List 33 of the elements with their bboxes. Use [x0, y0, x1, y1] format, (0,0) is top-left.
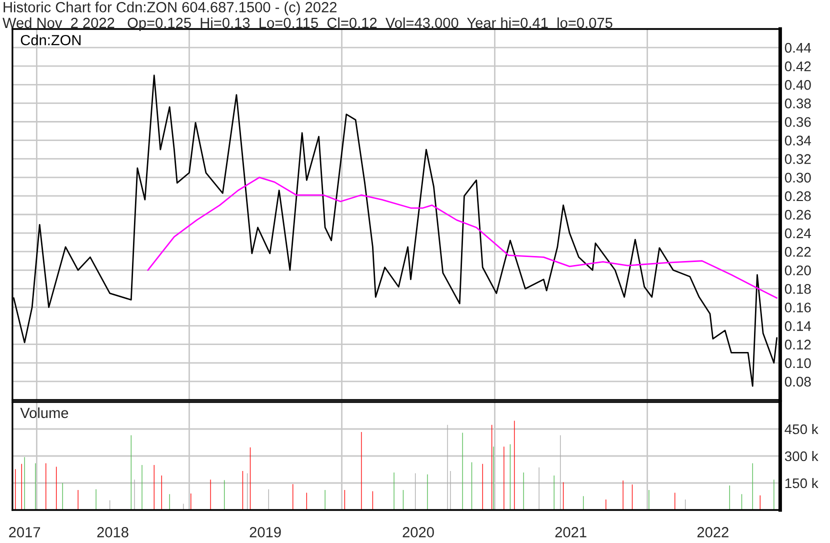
- y-tick-label: 0.20: [784, 265, 811, 276]
- y-tick-label: 0.36: [784, 117, 811, 127]
- y-tick-label: 0.24: [784, 228, 811, 238]
- x-tick-label: 2020: [402, 527, 434, 538]
- y-tick-label: 0.42: [784, 61, 811, 72]
- y-tick-label: 0.12: [784, 340, 811, 350]
- chart-title: Volume: [20, 407, 68, 418]
- x-tick-label: 2022: [697, 527, 728, 538]
- x-tick-label: 2017: [9, 527, 40, 538]
- y-tick-label: 0.40: [784, 80, 811, 90]
- y-tick-label: 150 k: [785, 478, 818, 488]
- y-tick-label: 0.16: [784, 302, 811, 312]
- x-tick-label: 2019: [250, 527, 281, 538]
- x-tick-label: 2018: [97, 527, 128, 538]
- y-tick-label: 300 k: [784, 450, 818, 462]
- y-tick-label: 0.18: [784, 284, 811, 294]
- line-series: [147, 176, 778, 299]
- x-tick-label: 2021: [555, 527, 586, 538]
- chart-subtitle: Wed Nov 2 2022 Op=0.125 Hi=0.13 Lo=0.115 Cl=0.12 Vol=43,000 Year hi=0.41 lo=0.075: [2, 17, 612, 31]
- y-tick-label: 0.10: [784, 358, 811, 368]
- y-tick-label: 450 k: [784, 424, 818, 434]
- y-tick-label: 0.14: [784, 321, 811, 331]
- y-tick-label: 0.44: [784, 42, 811, 53]
- y-tick-label: 0.08: [784, 376, 811, 387]
- y-tick-label: 0.28: [784, 191, 811, 202]
- y-tick-label: 0.22: [784, 246, 811, 257]
- text: Cdn:ZON: [20, 34, 81, 46]
- y-tick-label: 0.38: [784, 98, 811, 108]
- chart-title: Historic Chart for Cdn:ZON 604.687.1500 - (c) 2022: [4, 2, 337, 16]
- y-tick-label: 0.26: [784, 210, 811, 220]
- y-tick-label: 0.32: [784, 154, 811, 164]
- y-tick-label: 0.34: [784, 136, 811, 146]
- y-tick-label: 0.30: [784, 172, 811, 183]
